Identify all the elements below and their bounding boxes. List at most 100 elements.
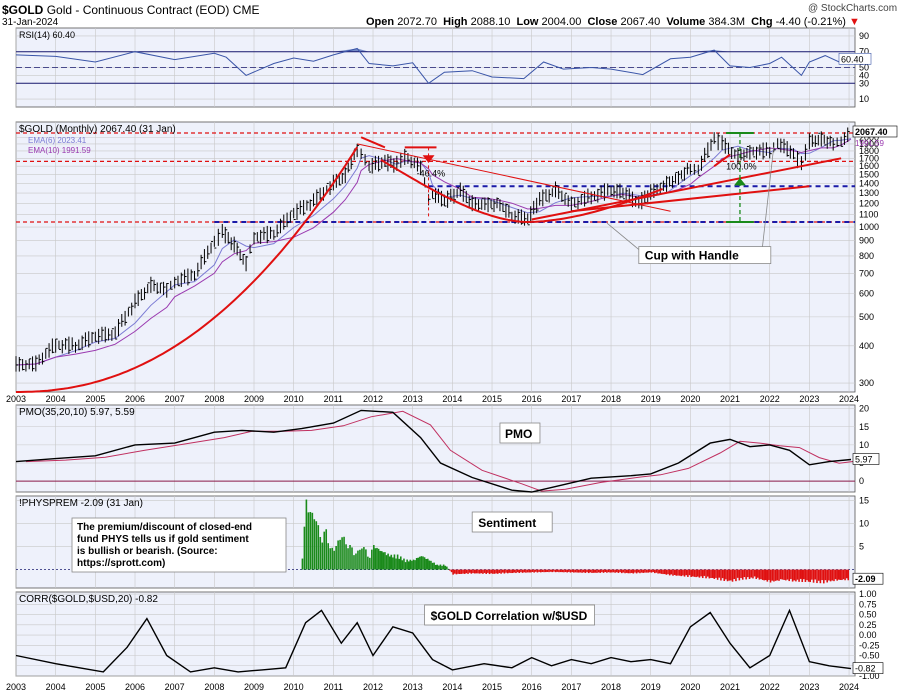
x-tick-label: 2008 [204,682,224,692]
physprem-bar [341,537,343,570]
physprem-bar [477,569,479,574]
x-tick-label: 2003 [6,682,26,692]
physprem-bar [773,569,775,582]
physprem-bar [505,569,507,573]
physprem-bar [710,569,712,578]
physprem-bar [409,559,412,570]
physprem-bar [829,569,832,582]
x-tick-label: 2004 [46,682,66,692]
physprem-bar [703,569,706,576]
physprem-bar [692,569,694,577]
physprem-bar [404,562,407,570]
physprem-bar [785,569,787,581]
physprem-bar [584,569,587,573]
physprem-bar [530,569,532,573]
physprem-bar [615,569,618,573]
physprem-bar [821,569,823,581]
physprem-bar [768,569,770,580]
physprem-bar [309,512,312,570]
physprem-bar [816,569,818,584]
physprem-bar [700,569,702,577]
physprem-bar [647,569,649,573]
price-title: $GOLD (Monthly) 2067.40 (31 Jan) [19,124,176,135]
physprem-bar [786,569,789,580]
physprem-bar [635,569,638,574]
ema10-label: EMA(10) 1991.59 [28,146,91,155]
physprem-bar [725,569,727,580]
physprem-bar [809,569,811,583]
physprem-bar [311,512,314,570]
y-tick-label: 15 [859,422,869,432]
physprem-bar [698,569,701,578]
physprem-bar [803,569,805,580]
physprem-bar [658,569,661,574]
physprem-bar [591,569,593,573]
note-line: fund PHYS tells us if gold sentiment [77,534,249,545]
chart-date: 31-Jan-2024 [2,17,59,28]
x-tick-label: 2011 [324,682,343,692]
physprem-bar [359,549,361,570]
physprem-bar [683,569,686,577]
y-tick-label: 1200 [859,198,879,208]
note-line: is bullish or bearish. (Source: [77,546,218,557]
physprem-bar [814,569,817,580]
x-tick-label: 2010 [284,394,304,404]
physprem-bar [420,556,423,570]
physprem-bar [611,569,613,573]
physprem-bar [657,569,659,574]
physprem-bar [672,569,674,576]
y-tick-label: 10 [859,94,869,104]
decline-percent: -46.4% [417,168,446,178]
physprem-bar [620,569,623,574]
physprem-bar [454,569,456,574]
physprem-bar [713,569,716,579]
physprem-bar [733,569,736,580]
x-tick-label: 2020 [680,682,700,692]
x-tick-label: 2007 [165,682,185,692]
physprem-bar [602,569,605,573]
physprem-bar [764,569,767,581]
physprem-bar [500,569,502,574]
physprem-bar [303,526,306,570]
x-tick-label: 2010 [284,682,304,692]
physprem-bar [831,569,834,581]
physprem-bar [468,569,471,573]
physprem-bar [442,564,445,570]
instrument-name: Gold - Continuous Contract (EOD) [46,3,230,17]
physprem-bar [660,569,663,574]
physprem-bar [388,556,391,570]
physprem-bar [353,555,355,570]
physprem-bar [485,569,488,574]
physprem-bar [426,558,429,570]
physprem-bar [419,556,421,570]
physprem-bar [680,569,683,577]
y-tick-label: 300 [859,378,874,388]
parabolic-arc [16,146,359,393]
physprem-bar [323,531,326,570]
physprem-bar [449,569,451,571]
pmo-panel-label: PMO [505,427,532,441]
physprem-bar [730,569,732,581]
physprem-bar [319,536,322,570]
physprem-bar [401,560,404,570]
physprem-bar [390,554,393,570]
physprem-bar [837,569,840,580]
physprem-bar [478,569,481,574]
physprem-bar [423,557,426,570]
physprem-bar [433,562,435,570]
physprem-bar [811,569,813,580]
physprem-bar [771,569,774,581]
physprem-bar [596,569,598,573]
physprem-bar [606,569,608,573]
physprem-bar [487,569,489,573]
y-tick-label: 0.50 [859,610,877,620]
physprem-bar [371,549,373,570]
physprem-last-box [852,572,884,585]
physprem-bar [594,569,597,573]
physprem-bar [774,569,777,581]
physprem-bar [492,569,494,574]
physprem-bar [488,569,491,575]
x-tick-label: 2022 [760,394,780,404]
x-tick-label: 2006 [125,394,145,404]
